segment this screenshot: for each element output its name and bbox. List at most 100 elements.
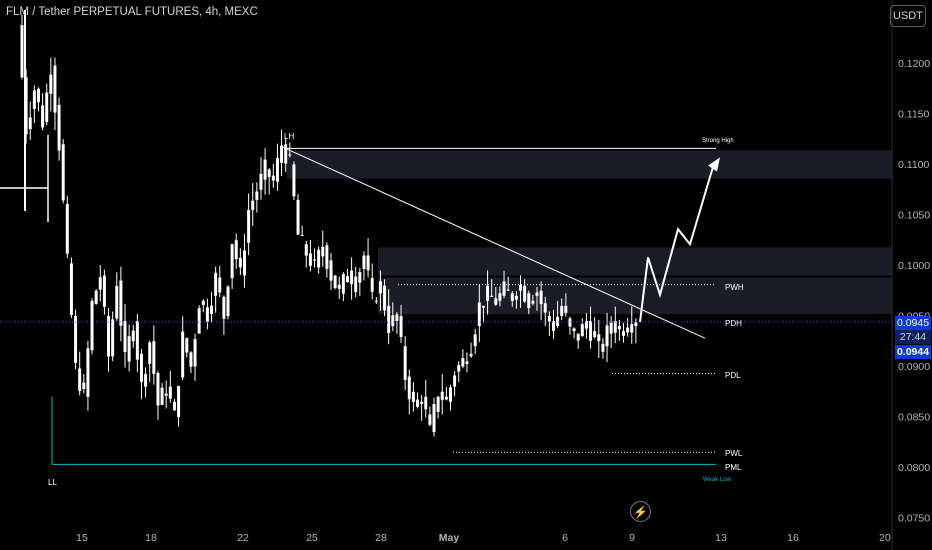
candle-body — [345, 276, 349, 283]
currency-button[interactable]: USDT — [890, 5, 926, 27]
candle-body — [547, 315, 551, 322]
candle-body — [420, 401, 424, 404]
y-tick-label: 0.0900 — [898, 361, 930, 373]
candle-body — [36, 88, 40, 103]
y-tick-label: 0.1150 — [898, 109, 929, 121]
x-tick-label: May — [439, 532, 460, 544]
candle-body — [321, 246, 325, 257]
candle-body — [514, 295, 518, 300]
candle-body — [494, 298, 498, 305]
candle-body — [20, 25, 24, 78]
pml-label: PML — [725, 463, 742, 472]
candle-body — [490, 295, 494, 297]
candle-body — [622, 331, 626, 336]
candle-body — [172, 401, 176, 411]
candle-body — [461, 358, 465, 367]
time-axis[interactable]: 15 18 22 25 28 May 6 9 13 16 20 — [76, 532, 891, 544]
candle-body — [617, 326, 621, 330]
candle-body — [288, 154, 292, 156]
candle-body — [551, 321, 555, 332]
candle-body — [57, 104, 61, 151]
x-tick-label: 15 — [76, 532, 88, 544]
candle-body — [45, 92, 49, 123]
candle-body — [358, 272, 362, 283]
candle-body — [609, 322, 613, 334]
candle-body — [448, 387, 452, 402]
current-price-label: 0.0945 — [895, 316, 931, 330]
candle-body — [82, 382, 86, 389]
candle-body — [242, 250, 246, 276]
candle-body — [313, 259, 317, 261]
x-tick-label: 28 — [375, 532, 387, 544]
supply-demand-zones — [287, 150, 892, 314]
x-tick-label: 6 — [562, 532, 568, 544]
candle-body — [341, 274, 345, 294]
x-tick-label: 20 — [879, 532, 891, 544]
chart-title: FLM / Tether PERPETUAL FUTURES, 4h, MEXC — [6, 6, 258, 18]
candle-body — [98, 277, 102, 290]
candle-body — [568, 318, 572, 327]
candle-body — [527, 293, 531, 309]
candle-body — [300, 234, 304, 236]
candle-body — [230, 244, 234, 279]
candle-body — [74, 315, 78, 363]
candle-body — [473, 334, 477, 347]
candle-body — [523, 285, 527, 302]
candle-body — [506, 289, 510, 291]
candle-body — [481, 305, 485, 308]
candle-body — [317, 249, 321, 268]
candle-body — [78, 368, 82, 392]
candle-body — [498, 293, 502, 301]
price-axis[interactable]: 0.12000.11500.11000.10500.10000.09500.09… — [891, 0, 930, 550]
pdl-label: PDL — [725, 371, 741, 380]
candle-body — [304, 244, 308, 256]
candle-body — [107, 315, 111, 357]
candle-body — [185, 338, 189, 353]
candle-body — [251, 200, 255, 210]
x-tick-label: 22 — [237, 532, 249, 544]
candle-body — [477, 302, 481, 327]
candle-body — [255, 191, 259, 200]
candle-body — [424, 396, 428, 410]
candle-body — [139, 353, 143, 382]
candle-body — [436, 396, 440, 412]
candle-body — [370, 278, 374, 292]
candle-body — [135, 321, 139, 360]
candle-body — [148, 342, 152, 364]
candle-body — [362, 255, 366, 270]
candle-body — [197, 308, 201, 334]
candle-body — [181, 331, 185, 378]
candle-body — [444, 396, 448, 400]
candle-body — [626, 327, 630, 333]
candle-body — [399, 315, 403, 337]
candle-body — [560, 305, 564, 316]
candle-body — [152, 341, 156, 374]
candle-body — [329, 260, 333, 281]
candle-body — [218, 277, 222, 293]
candle-body — [24, 77, 28, 135]
candle-body — [486, 285, 490, 301]
candle-body — [292, 164, 296, 197]
y-tick-label: 0.1200 — [898, 58, 930, 70]
candle-body — [193, 339, 197, 367]
candle-body — [32, 90, 36, 109]
lightning-icon[interactable]: ⚡ — [630, 501, 651, 522]
candle-body — [156, 373, 160, 406]
x-tick-label: 16 — [787, 532, 799, 544]
candle-body — [465, 361, 469, 364]
candle-body — [337, 284, 341, 289]
candle-body — [605, 325, 609, 347]
candle-body — [601, 343, 605, 352]
candle-body — [519, 285, 523, 291]
candle-body — [259, 173, 263, 190]
candle-body — [584, 321, 588, 329]
candle-body — [556, 316, 560, 327]
candle-body — [411, 391, 415, 402]
candle-body — [613, 321, 617, 333]
candle-body — [210, 305, 214, 314]
candle-body — [160, 387, 164, 405]
candle-body — [226, 286, 230, 316]
candle-body — [407, 376, 411, 400]
candle-body — [168, 386, 172, 399]
